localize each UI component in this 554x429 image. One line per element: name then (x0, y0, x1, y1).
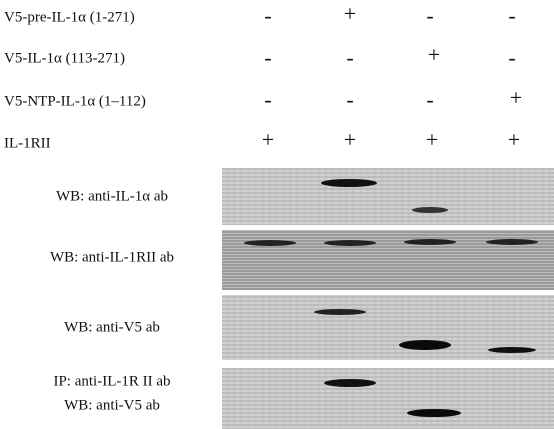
condition-rows: V5-pre-IL-1α (1-271) - + - - V5-IL-1α (1… (4, 1, 522, 152)
sign: - (508, 45, 515, 70)
sign: + (428, 42, 440, 67)
band (404, 239, 456, 245)
blot-panel: WB: anti-IL-1RII ab (50, 230, 554, 290)
band (486, 239, 538, 245)
band (324, 240, 376, 246)
band (244, 240, 296, 246)
sign: - (346, 87, 353, 112)
blot-panel: WB: anti-IL-1α ab (56, 168, 554, 225)
panel-label: WB: anti-IL-1RII ab (50, 249, 174, 265)
condition-label: IL-1RII (4, 135, 51, 151)
condition-label: V5-NTP-IL-1α (1–112) (4, 93, 146, 109)
blot-image (222, 168, 554, 225)
blot-panel: IP: anti-IL-1R II ab WB: anti-V5 ab (53, 368, 554, 429)
panel-label: IP: anti-IL-1R II ab (53, 373, 170, 389)
blot-panel: WB: anti-V5 ab (64, 295, 554, 360)
condition-label: V5-pre-IL-1α (1-271) (4, 9, 135, 25)
sign: - (508, 3, 515, 28)
sign: - (426, 87, 433, 112)
condition-label: V5-IL-1α (113-271) (4, 50, 125, 66)
sign: + (344, 127, 356, 152)
sign: + (344, 1, 356, 26)
blot-figure: V5-pre-IL-1α (1-271) - + - - V5-IL-1α (1… (0, 0, 554, 429)
band (324, 379, 376, 387)
sign: + (510, 85, 522, 110)
band (488, 347, 536, 353)
band (407, 409, 461, 417)
sign: + (508, 127, 520, 152)
sign: - (264, 45, 271, 70)
panel-label: WB: anti-V5 ab (64, 319, 160, 335)
sign: - (264, 3, 271, 28)
sign: + (262, 127, 274, 152)
sign: - (426, 3, 433, 28)
band (314, 309, 366, 315)
sign: - (264, 87, 271, 112)
band (412, 207, 448, 213)
blot-image (222, 368, 554, 429)
band (321, 179, 377, 187)
sign: - (346, 45, 353, 70)
sign: + (426, 127, 438, 152)
panel-label: WB: anti-V5 ab (64, 397, 160, 413)
panel-label: WB: anti-IL-1α ab (56, 188, 168, 204)
band (399, 340, 451, 350)
blot-image (222, 230, 554, 290)
